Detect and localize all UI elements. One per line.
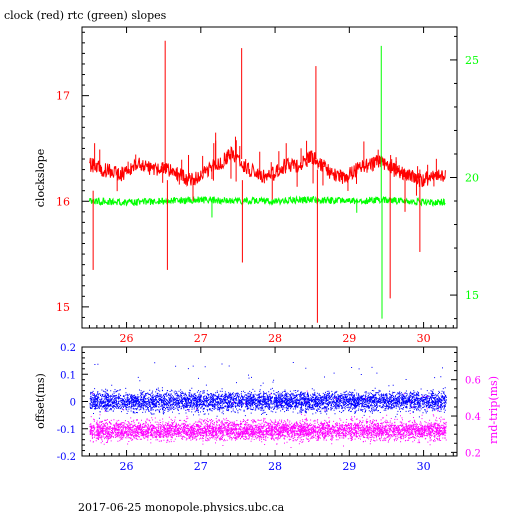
clock-slope-line (89, 146, 446, 188)
clock-slope-panel: 26 27 28 29 30 15 16 17 15 20 25 (56, 26, 479, 345)
top-y2-tick-label: 25 (465, 54, 479, 67)
bottom-y-tick-label: 0.1 (60, 370, 76, 381)
top-y2-tick-label: 20 (465, 172, 479, 185)
top-x-tick-label: 30 (417, 332, 431, 345)
top-x-tick-label: 27 (194, 332, 208, 345)
top-axis-ticks: 26 27 28 29 30 15 16 17 15 20 25 (56, 27, 479, 345)
bottom-y-tick-label: 0 (70, 398, 76, 409)
top-y-tick-label: 15 (56, 301, 70, 314)
rtc-slope-line (88, 195, 446, 207)
top-x-tick-label: 29 (342, 332, 356, 345)
bottom-y2-tick-label: 0.6 (465, 376, 481, 387)
bottom-y-tick-label: -0.2 (57, 452, 76, 463)
top-x-tick-label: 28 (268, 332, 282, 345)
chart-title: clock (red) rtc (green) slopes (4, 9, 167, 22)
top-x-tick-label: 26 (120, 332, 134, 345)
offset-rndtrip-panel: 26 27 28 29 30 -0.2 -0.1 0 0.1 0.2 0.2 0.4 0.6 (57, 343, 481, 473)
bottom-x-tick-label: 30 (417, 460, 431, 473)
bottom-series-marks (89, 362, 447, 448)
y2-axis-title-rndtrip: rnd-trip(ms) (487, 376, 500, 444)
bottom-y-tick-label: -0.1 (57, 425, 76, 436)
top-series-marks (88, 40, 446, 323)
bottom-y-tick-label: 0.2 (60, 343, 76, 354)
bottom-y2-tick-label: 0.2 (465, 448, 481, 459)
footer-caption: 2017-06-25 monopole.physics.ubc.ca (78, 501, 285, 512)
bottom-x-tick-label: 29 (342, 460, 356, 473)
top-y-tick-label: 17 (56, 90, 70, 103)
rndtrip-scatter-points (89, 390, 447, 448)
y-axis-title-offset: offset(ms) (34, 373, 47, 429)
bottom-y2-tick-label: 0.4 (465, 412, 481, 423)
bottom-x-tick-label: 28 (268, 460, 282, 473)
top-y2-tick-label: 15 (465, 289, 479, 302)
top-y-tick-label: 16 (56, 195, 70, 208)
bottom-x-tick-label: 27 (194, 460, 208, 473)
bottom-frame (81, 346, 458, 457)
bottom-x-tick-label: 26 (120, 460, 134, 473)
offset-scatter-points (89, 362, 447, 419)
top-frame (81, 26, 458, 329)
y-axis-title-clockslope: clockslope (34, 149, 47, 207)
